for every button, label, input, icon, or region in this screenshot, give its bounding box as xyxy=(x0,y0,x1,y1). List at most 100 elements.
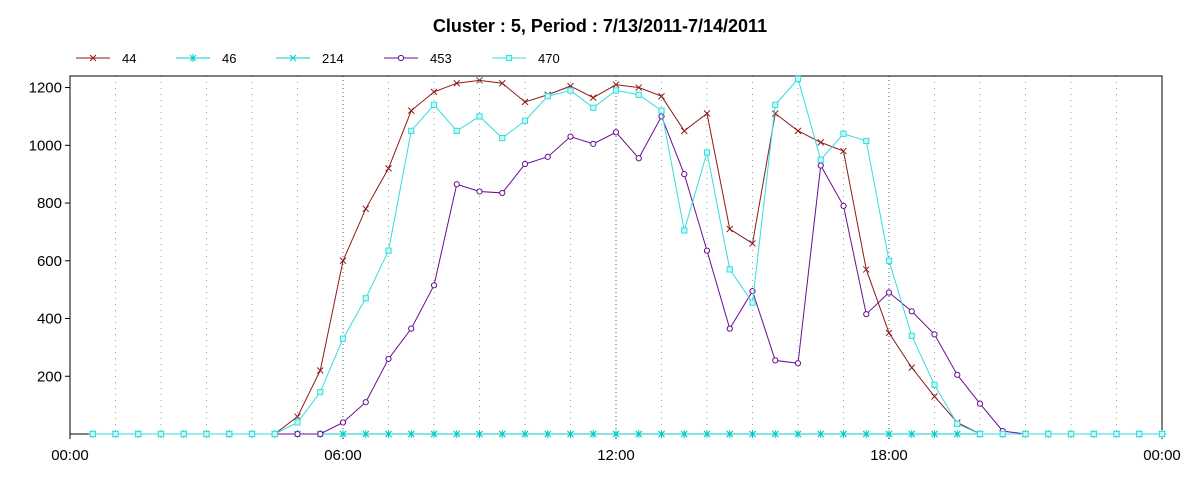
data-point xyxy=(931,430,938,438)
data-point xyxy=(612,129,620,136)
data-point xyxy=(476,113,483,120)
data-point xyxy=(294,413,301,421)
data-point xyxy=(271,430,278,438)
data-point xyxy=(476,188,483,195)
y-tick-label: 200 xyxy=(37,368,62,385)
data-point xyxy=(1136,430,1143,438)
data-point xyxy=(407,430,415,438)
x-tick-label: 00:00 xyxy=(51,447,89,464)
data-point xyxy=(794,430,802,438)
data-point xyxy=(1090,430,1097,438)
data-point xyxy=(339,335,347,342)
data-point xyxy=(862,430,870,438)
data-point xyxy=(703,247,711,254)
data-point xyxy=(726,266,733,273)
data-point xyxy=(931,331,938,338)
data-point xyxy=(863,137,870,145)
data-point xyxy=(430,282,438,289)
data-point xyxy=(817,139,825,146)
data-point xyxy=(703,430,711,438)
data-point xyxy=(612,87,620,94)
data-point xyxy=(498,430,506,438)
data-point xyxy=(499,134,506,142)
data-point xyxy=(726,430,734,438)
data-point xyxy=(772,357,779,364)
data-point xyxy=(954,420,961,427)
data-point xyxy=(1113,430,1120,438)
data-point xyxy=(453,127,460,134)
data-point xyxy=(476,76,483,84)
data-point xyxy=(521,98,529,106)
data-point xyxy=(885,257,893,264)
data-point xyxy=(999,430,1006,438)
data-point xyxy=(817,156,824,163)
data-point xyxy=(499,189,506,197)
data-point xyxy=(703,110,711,117)
data-point xyxy=(885,430,893,438)
data-point xyxy=(612,81,620,89)
y-tick-label: 800 xyxy=(37,195,62,212)
data-point xyxy=(89,430,96,438)
data-point xyxy=(931,381,938,389)
data-point xyxy=(840,430,847,438)
legend-marker xyxy=(89,54,97,62)
data-point xyxy=(680,127,688,135)
data-point xyxy=(317,430,324,438)
data-point xyxy=(521,430,529,438)
data-point xyxy=(908,364,916,371)
data-point xyxy=(885,289,893,296)
x-tick-label: 18:00 xyxy=(870,447,908,464)
data-point xyxy=(453,181,460,188)
data-point xyxy=(157,430,165,438)
data-point xyxy=(658,92,665,100)
data-point xyxy=(908,332,915,339)
chart-title: Cluster : 5, Period : 7/13/2011-7/14/201… xyxy=(433,16,767,36)
data-point xyxy=(771,110,779,117)
data-point xyxy=(976,430,984,438)
data-point xyxy=(954,371,961,378)
data-point xyxy=(931,393,938,400)
series-line-470 xyxy=(92,77,1162,435)
data-point xyxy=(362,430,370,438)
data-point xyxy=(794,127,802,135)
data-point xyxy=(726,225,734,233)
data-point xyxy=(589,94,597,102)
data-point xyxy=(226,430,233,438)
data-point xyxy=(521,160,529,168)
data-point xyxy=(544,430,552,438)
data-point xyxy=(635,155,642,162)
legend-label: 44 xyxy=(122,51,136,66)
data-point xyxy=(294,430,301,438)
data-point xyxy=(476,430,483,438)
data-point xyxy=(362,399,369,406)
data-point xyxy=(567,430,574,438)
data-point xyxy=(316,367,324,374)
data-point xyxy=(840,202,847,210)
data-point xyxy=(590,140,597,147)
data-point xyxy=(681,227,688,234)
data-point xyxy=(385,430,392,438)
legend-label: 214 xyxy=(322,51,344,66)
legend: 44 46 214 453 470 xyxy=(76,51,560,66)
data-point xyxy=(203,430,210,438)
data-point xyxy=(680,430,688,438)
data-point xyxy=(612,430,620,438)
legend-item-470: 470 xyxy=(492,51,560,66)
data-point xyxy=(294,419,301,426)
data-point xyxy=(339,419,347,426)
data-point xyxy=(567,87,574,94)
data-point xyxy=(408,127,415,134)
data-point xyxy=(430,430,438,438)
data-point xyxy=(635,91,642,98)
data-point xyxy=(248,430,256,438)
data-point xyxy=(772,101,779,108)
series-453 xyxy=(89,113,1166,438)
data-point xyxy=(817,162,824,169)
data-point xyxy=(453,430,461,438)
data-point xyxy=(590,104,597,111)
data-point xyxy=(703,149,711,156)
data-point xyxy=(135,430,142,438)
legend-label: 453 xyxy=(430,51,452,66)
data-point xyxy=(749,299,756,306)
data-point xyxy=(589,430,597,438)
